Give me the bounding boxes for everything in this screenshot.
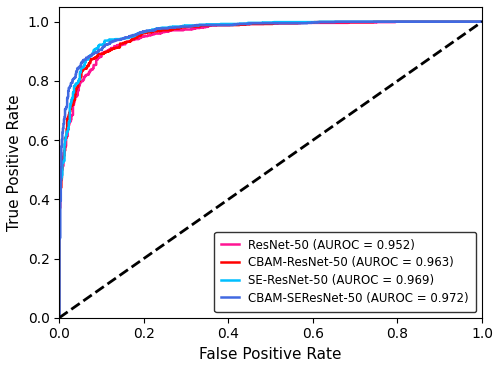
CBAM-ResNet-50 (AUROC = 0.963) — [64, 117, 70, 122]
CBAM-ResNet-50 (AUROC = 0.963) — [62, 138, 68, 143]
CBAM-ResNet-50 (AUROC = 0.963) — [72, 92, 78, 97]
SE-ResNet-50 (AUROC = 0.969) — [67, 119, 73, 124]
ResNet-50 (AUROC = 0.952) — [56, 279, 62, 283]
Y-axis label: True Positive Rate: True Positive Rate — [7, 94, 22, 231]
ResNet-50 (AUROC = 0.952) — [479, 20, 485, 24]
Line: CBAM-SEResNet-50 (AUROC = 0.972): CBAM-SEResNet-50 (AUROC = 0.972) — [59, 22, 482, 318]
SE-ResNet-50 (AUROC = 0.969) — [70, 91, 76, 95]
ResNet-50 (AUROC = 0.952) — [56, 315, 62, 320]
SE-ResNet-50 (AUROC = 0.969) — [160, 26, 166, 30]
CBAM-ResNet-50 (AUROC = 0.963) — [56, 315, 62, 320]
ResNet-50 (AUROC = 0.952) — [74, 93, 80, 98]
SE-ResNet-50 (AUROC = 0.969) — [56, 279, 62, 283]
ResNet-50 (AUROC = 0.952) — [343, 21, 349, 25]
CBAM-ResNet-50 (AUROC = 0.963) — [370, 20, 376, 24]
Line: CBAM-ResNet-50 (AUROC = 0.963): CBAM-ResNet-50 (AUROC = 0.963) — [59, 22, 482, 318]
ResNet-50 (AUROC = 0.952) — [164, 30, 170, 34]
CBAM-SEResNet-50 (AUROC = 0.972) — [62, 115, 68, 120]
SE-ResNet-50 (AUROC = 0.969) — [342, 20, 348, 24]
CBAM-ResNet-50 (AUROC = 0.963) — [56, 279, 62, 283]
Line: SE-ResNet-50 (AUROC = 0.969): SE-ResNet-50 (AUROC = 0.969) — [59, 22, 482, 318]
X-axis label: False Positive Rate: False Positive Rate — [200, 347, 342, 362]
CBAM-ResNet-50 (AUROC = 0.963) — [162, 28, 168, 32]
CBAM-SEResNet-50 (AUROC = 0.972) — [342, 20, 348, 24]
CBAM-SEResNet-50 (AUROC = 0.972) — [60, 137, 66, 141]
CBAM-ResNet-50 (AUROC = 0.963) — [479, 20, 485, 24]
ResNet-50 (AUROC = 0.952) — [68, 120, 73, 124]
CBAM-ResNet-50 (AUROC = 0.963) — [342, 20, 348, 24]
SE-ResNet-50 (AUROC = 0.969) — [316, 20, 322, 24]
CBAM-SEResNet-50 (AUROC = 0.972) — [56, 279, 62, 283]
SE-ResNet-50 (AUROC = 0.969) — [56, 315, 62, 320]
ResNet-50 (AUROC = 0.952) — [63, 139, 69, 144]
CBAM-SEResNet-50 (AUROC = 0.972) — [479, 20, 485, 24]
CBAM-SEResNet-50 (AUROC = 0.972) — [160, 26, 166, 31]
SE-ResNet-50 (AUROC = 0.969) — [62, 138, 68, 143]
CBAM-SEResNet-50 (AUROC = 0.972) — [332, 20, 338, 24]
CBAM-SEResNet-50 (AUROC = 0.972) — [56, 315, 62, 320]
CBAM-SEResNet-50 (AUROC = 0.972) — [66, 88, 71, 92]
Line: ResNet-50 (AUROC = 0.952): ResNet-50 (AUROC = 0.952) — [59, 22, 482, 318]
Legend: ResNet-50 (AUROC = 0.952), CBAM-ResNet-50 (AUROC = 0.963), SE-ResNet-50 (AUROC =: ResNet-50 (AUROC = 0.952), CBAM-ResNet-5… — [214, 231, 476, 312]
ResNet-50 (AUROC = 0.952) — [392, 20, 398, 24]
SE-ResNet-50 (AUROC = 0.969) — [479, 20, 485, 24]
